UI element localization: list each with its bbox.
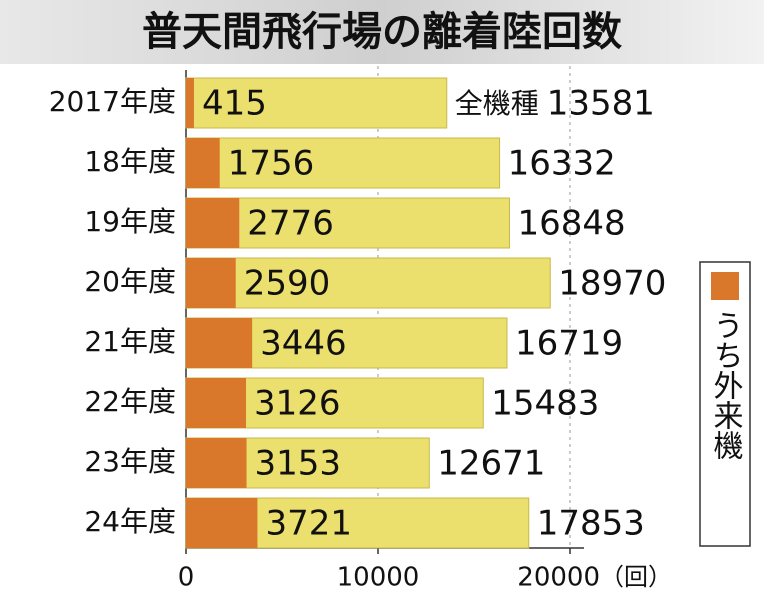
value-label: 13581 <box>547 84 655 124</box>
bar-total <box>185 257 551 309</box>
value-label: 17853 <box>537 504 645 544</box>
y-tick-label: 2017年度 <box>49 85 176 118</box>
bar-foreign <box>186 378 247 428</box>
y-tick-label: 19年度 <box>84 205 176 238</box>
series-label: 全機種 <box>455 87 539 120</box>
value-label: 18970 <box>558 264 666 304</box>
y-tick-label: 23年度 <box>84 445 176 478</box>
title-band <box>0 0 764 64</box>
bar-total <box>185 137 501 189</box>
bar-foreign <box>186 138 220 188</box>
bar-foreign <box>186 198 240 248</box>
bar-foreign <box>186 438 247 488</box>
x-unit: （回） <box>600 563 672 591</box>
bar-total <box>185 197 510 249</box>
value-label: 16719 <box>515 324 623 364</box>
value-label: 3446 <box>260 324 347 364</box>
value-label: 15483 <box>491 384 599 424</box>
value-label: 3153 <box>255 444 342 484</box>
value-label: 12671 <box>437 444 545 484</box>
legend-swatch <box>711 272 739 300</box>
value-label: 16848 <box>517 204 625 244</box>
legend-box <box>699 261 751 547</box>
value-label: 2590 <box>244 264 331 304</box>
y-tick-label: 21年度 <box>84 325 176 358</box>
bar-foreign <box>186 78 194 128</box>
bar-foreign <box>186 258 236 308</box>
value-label: 2776 <box>247 204 334 244</box>
x-tick-label: 0 <box>178 563 195 593</box>
bar-total <box>185 77 448 129</box>
value-label: 415 <box>202 84 267 124</box>
value-label: 3126 <box>254 384 341 424</box>
value-label: 16332 <box>508 144 616 184</box>
legend-label: うち外来機 <box>708 310 744 460</box>
chart-title: 普天間飛行場の離着陸回数 <box>142 9 622 55</box>
value-label: 1756 <box>228 144 315 184</box>
x-tick-label: 20000 <box>517 563 600 593</box>
x-tick-label: 10000 <box>337 563 420 593</box>
y-tick-label: 22年度 <box>84 385 176 418</box>
bar-foreign <box>186 498 258 548</box>
bar-foreign <box>186 318 253 368</box>
y-tick-label: 18年度 <box>84 145 176 178</box>
value-label: 3721 <box>265 504 352 544</box>
y-tick-label: 20年度 <box>84 265 176 298</box>
y-tick-label: 24年度 <box>84 505 176 538</box>
